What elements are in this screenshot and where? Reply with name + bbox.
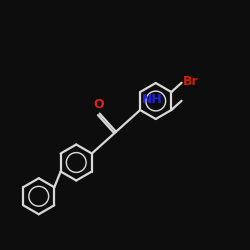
Text: O: O — [93, 98, 104, 111]
Text: Br: Br — [183, 75, 199, 88]
Text: NH: NH — [142, 93, 162, 106]
